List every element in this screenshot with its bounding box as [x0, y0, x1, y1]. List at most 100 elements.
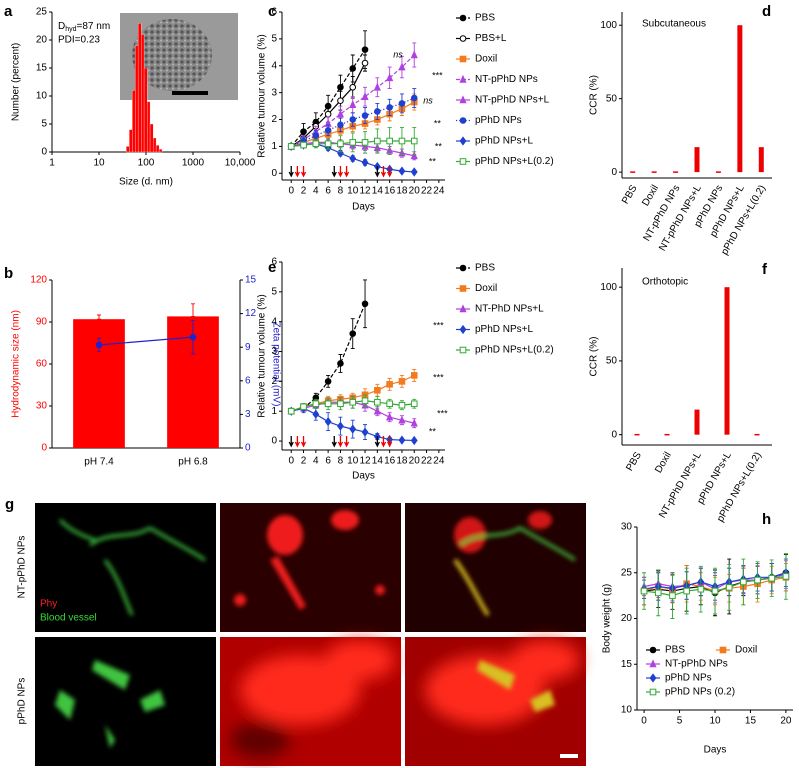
x-tick-label: Doxil: [653, 450, 674, 475]
legend-marker: [459, 304, 467, 313]
legend-label: pPhD NPs: [475, 115, 522, 126]
data-point: [754, 576, 761, 584]
y-axis-label: Relative tumour volume (%): [257, 294, 268, 417]
y-axis-label: CCR (%): [589, 337, 600, 377]
chart-title: Orthotopic: [642, 277, 688, 288]
y-axis-label: Number (percent): [11, 43, 22, 121]
data-point: [349, 330, 357, 337]
x-tick-label: 14: [372, 456, 384, 467]
histogram-bar: [149, 123, 154, 153]
histogram-bar: [147, 101, 151, 153]
y-tick-label: 4: [271, 316, 277, 327]
legend-label: NT-PhD NPs+L: [475, 304, 544, 315]
data-point: [189, 333, 197, 341]
histogram-bar: [132, 90, 136, 153]
data-point: [398, 166, 406, 176]
bar: [664, 433, 670, 436]
y2-axis-label: Zeta potential (mV): [270, 321, 281, 406]
legend-label: pPhD NPs+L(0.2): [475, 156, 554, 167]
x-tick-label: Doxil: [640, 183, 661, 208]
treatment-arrow: [387, 436, 393, 448]
data-point: [337, 121, 344, 129]
bar: [715, 171, 721, 173]
legend-marker: [459, 285, 467, 292]
x-tick-label: 6: [325, 186, 331, 197]
y-tick-label: 4: [271, 60, 277, 71]
data-point: [361, 427, 369, 437]
y-tick-label: 50: [606, 356, 618, 367]
data-point: [300, 403, 307, 411]
data-point: [768, 574, 776, 582]
significance-label: ns: [423, 95, 433, 105]
y-tick-label: 3: [271, 87, 277, 98]
data-point: [410, 418, 418, 427]
legend-marker: [459, 35, 467, 42]
data-point: [386, 412, 394, 421]
data-point: [697, 585, 705, 593]
significance-label: **: [434, 141, 442, 151]
data-point: [361, 59, 369, 67]
data-point: [410, 94, 418, 102]
data-point: [398, 401, 406, 409]
data-point: [361, 92, 369, 100]
y-tick-label: 6: [271, 7, 277, 18]
data-point: [361, 300, 369, 308]
significance-label: ***: [432, 70, 443, 80]
legend-label: PBS: [665, 645, 685, 656]
y-tick-label: 20: [36, 35, 48, 46]
legend-label: pPhD NPs (0.2): [665, 687, 735, 698]
treatment-arrow: [288, 436, 294, 448]
significance-label: **: [428, 156, 436, 166]
data-point: [312, 400, 320, 408]
y-tick-label: 30: [36, 401, 48, 412]
data-point: [287, 143, 295, 150]
legend-label: NT-pPhD NPs+L: [475, 95, 550, 106]
legend-marker: [459, 136, 467, 146]
data-point: [349, 139, 357, 146]
panel-label: h: [762, 511, 771, 528]
x-tick-label: 4: [313, 186, 319, 197]
y-tick-label: 25: [36, 7, 48, 18]
legend-label: Doxil: [475, 283, 497, 294]
legend-label: Doxil: [735, 645, 757, 656]
histogram-bar: [153, 137, 157, 153]
data-point: [410, 400, 418, 408]
series-line: [98, 336, 194, 346]
data-point: [349, 100, 357, 109]
row-label: NT-pPhD NPs: [17, 536, 28, 599]
x-tick-label: 18: [396, 456, 408, 467]
x-tick-label: 0: [288, 456, 294, 467]
data-point: [324, 110, 332, 118]
data-point: [725, 584, 733, 591]
y-tick-label: 3: [271, 346, 277, 357]
x-axis-label: Days: [704, 745, 727, 756]
data-point: [373, 406, 381, 415]
bar: [754, 433, 760, 436]
x-tick-label: 16: [384, 456, 396, 467]
x-tick-label: 14: [372, 186, 384, 197]
data-point: [683, 587, 690, 595]
data-point: [324, 378, 332, 385]
data-point: [386, 400, 393, 408]
data-point: [337, 83, 344, 91]
x-tick-label: 20: [409, 456, 421, 467]
data-point: [324, 417, 332, 427]
significance-label: **: [428, 426, 436, 436]
histogram-bar: [129, 129, 133, 153]
data-point: [349, 398, 357, 406]
significance-label: ***: [437, 408, 448, 418]
data-point: [640, 587, 648, 595]
legend-label: NT-pPhD NPs: [665, 659, 728, 670]
y-tick-label: 1: [271, 406, 277, 417]
y-tick-label: 2: [271, 376, 277, 387]
treatment-arrow: [331, 166, 337, 178]
treatment-arrow: [294, 166, 300, 178]
bar: [737, 25, 743, 173]
channel-label: Phy: [40, 599, 57, 610]
data-point: [386, 104, 393, 111]
y-tick-label: 5: [271, 286, 277, 297]
x-tick-label: 0: [288, 186, 294, 197]
data-point: [654, 589, 662, 597]
y-tick-label: 10: [621, 705, 633, 716]
